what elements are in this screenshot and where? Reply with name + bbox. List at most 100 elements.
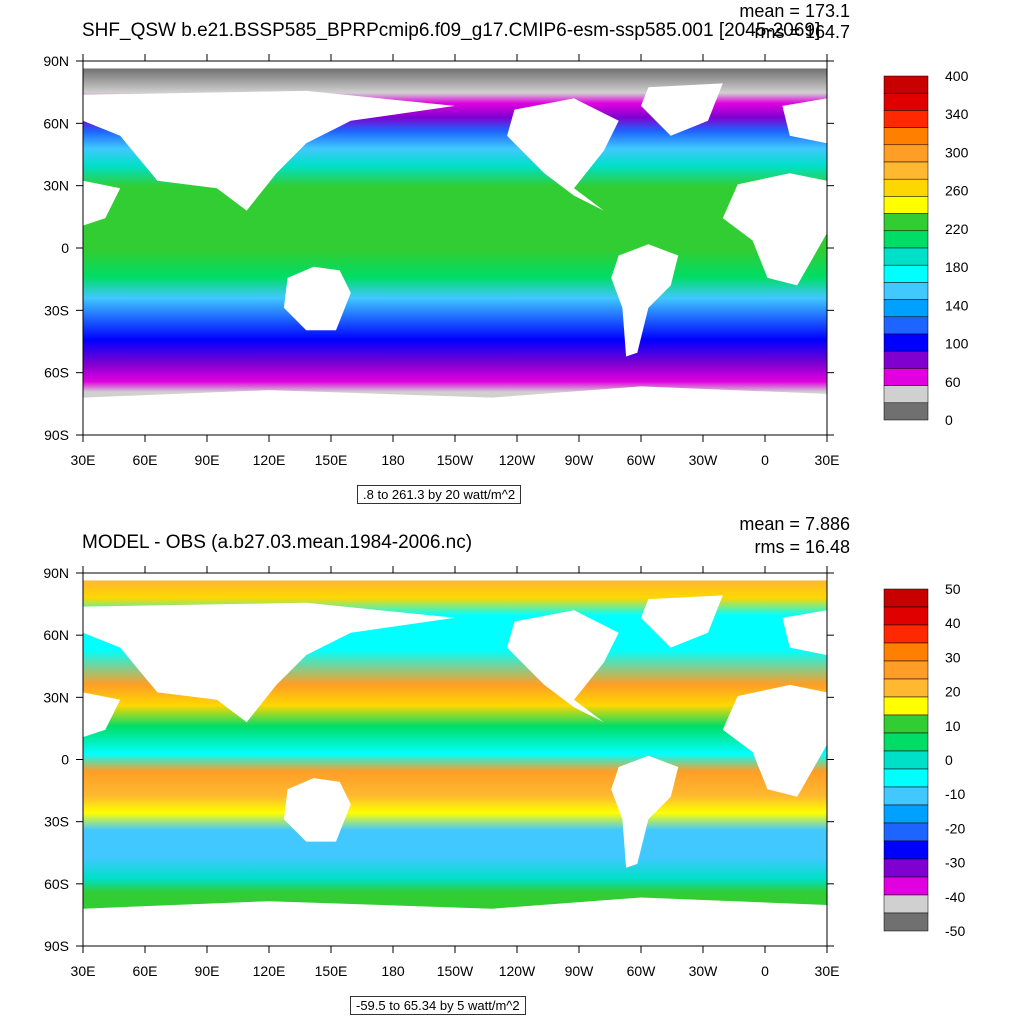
panel1-lon-label: 60E (133, 452, 158, 468)
panel1-lat-label: 60S (44, 365, 69, 381)
panel1-rms: rms = 164.7 (754, 22, 850, 42)
panel1-colorbar-label: 300 (945, 144, 969, 160)
panel1-lon-label: 120W (499, 452, 536, 468)
panel2-colorbar-box (883, 786, 929, 806)
panel2-land-mask (83, 692, 121, 738)
panel1-lat-label: 90S (44, 427, 69, 443)
panel1-colorbar-label: 60 (945, 374, 961, 390)
panel1-colorbar-label: 340 (945, 106, 969, 122)
panel2-colorbar-box (883, 660, 929, 680)
panel2-colorbar-box (883, 804, 929, 824)
panel1-land-mask (83, 90, 455, 211)
panel1-colorbar-box (883, 368, 929, 386)
panel2-lon-label: 30E (71, 963, 96, 979)
panel2-lon-label: 30W (689, 963, 719, 979)
panel2-lat-label: 90S (44, 938, 69, 954)
panel2-lon-label: 120W (499, 963, 536, 979)
panel1-lon-label: 30W (689, 452, 719, 468)
panel1-lat-label: 90N (43, 53, 69, 69)
panel2-lat-label: 30S (44, 814, 69, 830)
panel1-colorbar-label: 100 (945, 336, 969, 352)
panel2-mean: mean = 7.886 (739, 514, 850, 534)
panel2-lon-label: 90E (195, 963, 220, 979)
panel1-lon-label: 150W (437, 452, 474, 468)
panel2-land-mask (722, 684, 827, 797)
panel2-colorbar-box (883, 606, 929, 626)
panel2-land-mask (611, 755, 679, 868)
panel1-land-mask (283, 266, 351, 331)
panel2-colorbar-label: 10 (945, 718, 961, 734)
panel2-colorbar-label: -30 (945, 855, 965, 871)
panel2-colorbar-box (883, 714, 929, 734)
panel1-colorbar-label: 220 (945, 221, 969, 237)
panel1-colorbar-box (883, 385, 929, 404)
panel1-title: SHF_QSW b.e21.BSSP585_BPRPcmip6.f09_g17.… (82, 20, 821, 41)
panel2-lat-label: 60S (44, 876, 69, 892)
panel1-mean: mean = 173.1 (739, 1, 850, 21)
panel1-colorbar-box (883, 75, 929, 94)
panel2-colorbar-label: 50 (945, 581, 961, 597)
panel2-colorbar-label: -40 (945, 889, 965, 905)
panel1-colorbar-label: 140 (945, 297, 969, 313)
panel2-lat-label: 30N (43, 689, 69, 705)
panel1-colorbar-box (883, 299, 929, 318)
panel1-lon-label: 150E (315, 452, 348, 468)
panel1-colorbar-box (883, 282, 929, 300)
panel1-land-mask (641, 83, 723, 136)
panel2-land-mask (507, 610, 619, 723)
panel2-land-mask (782, 610, 827, 656)
panel1-land-mask (83, 180, 121, 226)
panel2-lon-label: 30E (815, 963, 840, 979)
panel2-lon-label: 150W (437, 963, 474, 979)
panel1-colorbar-label: 260 (945, 183, 969, 199)
panel1-land-mask (83, 386, 827, 435)
panel2-colorbar-box (883, 624, 929, 644)
panel1-lon-label: 0 (761, 452, 769, 468)
panel1-lon-label: 30E (815, 452, 840, 468)
panel2-colorbar-box (883, 876, 929, 896)
panel2-lon-label: 180 (381, 963, 405, 979)
panel1-colorbar-box (883, 92, 929, 111)
panel1-lon-label: 60W (627, 452, 657, 468)
panel1-colorbar-box (883, 144, 929, 163)
panel2-colorbar-box (883, 858, 929, 878)
panel1-lon-label: 30E (71, 452, 96, 468)
panel1-colorbar-box (883, 402, 929, 421)
panel1-lat-label: 30N (43, 178, 69, 194)
panel2-colorbar-label: 40 (945, 615, 961, 631)
panel2-lat-label: 90N (43, 565, 69, 581)
panel2-range-info: -59.5 to 65.34 by 5 watt/m^2 (350, 996, 526, 1015)
panel2-land-mask (641, 595, 723, 648)
panel2-title: MODEL - OBS (a.b27.03.mean.1984-2006.nc) (82, 532, 473, 553)
panel1-colorbar-box (883, 333, 929, 352)
panel1-colorbar-label: 400 (945, 68, 969, 84)
panel1-colorbar-box (883, 247, 929, 266)
panel1-colorbar-box (883, 161, 929, 180)
panel2-colorbar-box (883, 642, 929, 662)
panel1-lon-label: 90W (565, 452, 595, 468)
panel2-lat-label: 0 (61, 752, 69, 768)
panel2-lon-label: 60W (627, 963, 657, 979)
panel1-land-mask (722, 173, 827, 286)
panel1-colorbar-box (883, 350, 929, 369)
panel2-land-mask (83, 897, 827, 946)
panel2-colorbar-box (883, 588, 929, 608)
panel2-lon-label: 60E (133, 963, 158, 979)
panel1-colorbar-box (883, 178, 929, 197)
panel2-colorbar-box (883, 768, 929, 788)
panel2-colorbar-box (883, 822, 929, 842)
panel2-colorbar-box (883, 912, 929, 932)
panel2-rms: rms = 16.48 (754, 537, 850, 557)
panel1-colorbar-label: 180 (945, 259, 969, 275)
panel2-land-mask (283, 778, 351, 842)
panel2-colorbar-label: -10 (945, 786, 965, 802)
panel1-land-mask (507, 98, 619, 211)
panel2-colorbar-box (883, 678, 929, 698)
panel1-lat-label: 0 (61, 240, 69, 256)
panel1-colorbar-box (883, 230, 929, 249)
panel1-colorbar-label: 0 (945, 412, 953, 428)
panel2-lat-label: 60N (43, 627, 69, 643)
panel2-colorbar-box (883, 732, 929, 752)
panel1-lon-label: 120E (253, 452, 286, 468)
